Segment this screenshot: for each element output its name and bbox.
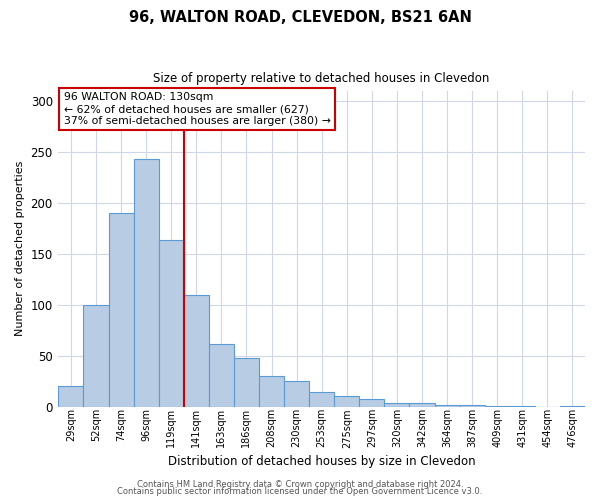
Bar (259, 376, 284, 406)
Bar (334, 396, 359, 406)
Bar (434, 404, 460, 406)
Text: 96 WALTON ROAD: 130sqm
← 62% of detached houses are smaller (627)
37% of semi-de: 96 WALTON ROAD: 130sqm ← 62% of detached… (64, 92, 331, 126)
Text: Contains HM Land Registry data © Crown copyright and database right 2024.: Contains HM Land Registry data © Crown c… (137, 480, 463, 489)
Bar (234, 358, 259, 406)
Y-axis label: Number of detached properties: Number of detached properties (15, 161, 25, 336)
Text: Contains public sector information licensed under the Open Government Licence v3: Contains public sector information licen… (118, 487, 482, 496)
Bar (284, 381, 309, 406)
Bar (83, 305, 109, 406)
Bar (209, 344, 234, 406)
Title: Size of property relative to detached houses in Clevedon: Size of property relative to detached ho… (154, 72, 490, 86)
Bar (460, 404, 485, 406)
Bar (359, 398, 385, 406)
Bar (109, 213, 134, 406)
Bar (409, 402, 434, 406)
Bar (309, 392, 334, 406)
Text: 96, WALTON ROAD, CLEVEDON, BS21 6AN: 96, WALTON ROAD, CLEVEDON, BS21 6AN (128, 10, 472, 25)
Bar (158, 240, 184, 406)
Bar (134, 159, 158, 406)
Bar (385, 402, 409, 406)
X-axis label: Distribution of detached houses by size in Clevedon: Distribution of detached houses by size … (168, 454, 475, 468)
Bar (58, 386, 83, 406)
Bar (184, 294, 209, 406)
